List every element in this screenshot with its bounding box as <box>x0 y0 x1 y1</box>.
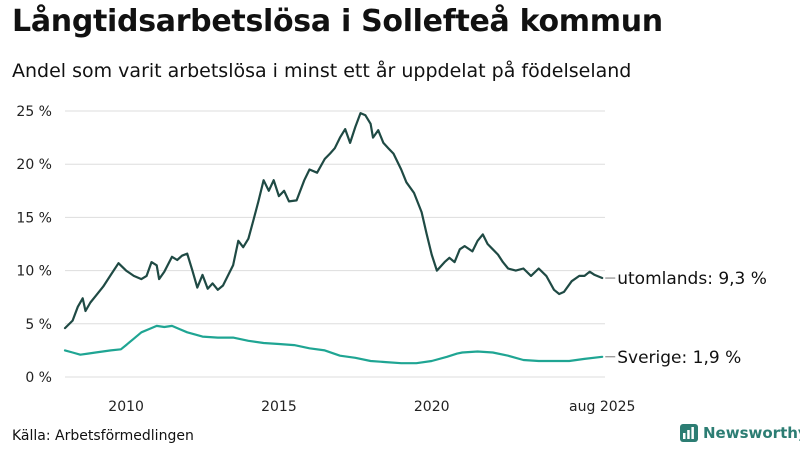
series-line-utomlands <box>63 112 604 330</box>
y-tick-label: 10 % <box>16 264 52 280</box>
x-tick-label: 2010 <box>108 399 144 415</box>
series-line-sverige <box>63 324 604 365</box>
brand-logo: Newsworthy <box>680 424 800 442</box>
source-text: Källa: Arbetsförmedlingen <box>12 428 194 444</box>
x-axis-ticks: 2010 2015 2020 aug 2025 <box>108 399 635 415</box>
y-tick-label: 20 % <box>16 157 52 173</box>
gridlines <box>65 110 605 378</box>
end-label-utomlands: utomlands: 9,3 % <box>617 269 767 289</box>
y-tick-label: 0 % <box>25 370 52 386</box>
y-axis-ticks: 0 % 5 % 10 % 15 % 20 % 25 % <box>16 104 52 386</box>
x-tick-label: 2020 <box>414 399 450 415</box>
series-lines <box>63 112 604 365</box>
x-tick-label: aug 2025 <box>569 399 635 415</box>
y-tick-label: 15 % <box>16 210 52 226</box>
chart-title: Långtidsarbetslösa i Sollefteå kommun <box>12 4 663 39</box>
end-labels: utomlands: 9,3 % Sverige: 1,9 % <box>605 269 767 368</box>
y-tick-label: 5 % <box>25 317 52 333</box>
y-tick-label: 25 % <box>16 104 52 120</box>
end-label-sverige: Sverige: 1,9 % <box>617 348 741 368</box>
brand-name: Newsworthy <box>703 424 800 442</box>
chart-subtitle: Andel som varit arbetslösa i minst ett å… <box>12 60 632 82</box>
newsworthy-logo-icon <box>680 424 698 442</box>
x-tick-label: 2015 <box>261 399 297 415</box>
